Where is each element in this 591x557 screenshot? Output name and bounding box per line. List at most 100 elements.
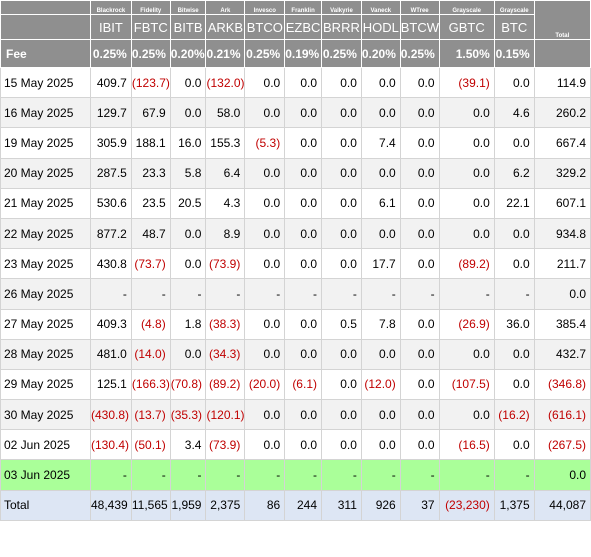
flow-cell: -: [360, 278, 401, 310]
row-date: 03 Jun 2025: [0, 459, 91, 491]
flow-cell: 0.0: [321, 66, 362, 99]
flow-cell: 4.3: [205, 187, 246, 219]
flow-cell: 0.0: [284, 127, 322, 159]
flow-cell: 36.0: [493, 308, 535, 340]
row-total: 934.8: [533, 217, 591, 250]
flow-cell: -: [89, 459, 132, 491]
flow-cell: (20.0): [244, 368, 286, 401]
issuer-name: WTree: [399, 0, 440, 15]
flow-cell: 0.0: [321, 368, 362, 401]
flow-cell: 0.0: [284, 399, 322, 431]
flow-cell: 0.0: [321, 338, 362, 370]
flow-cell: 0.0: [360, 338, 401, 370]
total-cell: 2,375: [205, 489, 246, 521]
fee-value: 0.20%: [169, 39, 207, 68]
flow-cell: 125.1: [89, 368, 132, 401]
flow-cell: 0.0: [169, 248, 207, 280]
row-total: 211.7: [533, 248, 591, 280]
issuer-name: Invesco: [244, 0, 286, 15]
flow-cell: -: [284, 459, 322, 491]
flow-cell: 5.8: [169, 157, 207, 189]
table-row: 15 May 2025 409.7 (123.7) 0.0 (132.0) 0.0 0.0 0…: [0, 66, 591, 99]
flow-cell: (16.5): [438, 429, 495, 461]
flow-cell: (73.9): [205, 429, 246, 461]
flow-cell: 409.7: [89, 66, 132, 99]
flow-cell: (14.0): [130, 338, 171, 370]
flow-cell: (120.1): [205, 399, 246, 431]
flow-cell: 67.9: [130, 97, 171, 129]
flow-cell: 0.0: [399, 368, 440, 401]
flow-cell: (34.3): [205, 338, 246, 370]
flow-cell: 0.0: [321, 157, 362, 189]
flow-cell: 0.0: [284, 217, 322, 250]
flow-cell: 0.5: [321, 308, 362, 340]
issuer-name: Franklin: [284, 0, 322, 15]
table-row: 27 May 2025 409.3 (4.8) 1.8 (38.3) 0.0 0.0 0.5 7…: [0, 308, 591, 340]
flow-cell: (4.8): [130, 308, 171, 340]
flow-cell: 23.3: [130, 157, 171, 189]
fee-value: 0.19%: [284, 39, 322, 68]
table-row: 02 Jun 2025 (130.4) (50.1) 3.4 (73.9) 0.0 0.0 0…: [0, 429, 591, 461]
flow-cell: 0.0: [399, 127, 440, 159]
flow-cell: (39.1): [438, 66, 495, 99]
flow-cell: 1.8: [169, 308, 207, 340]
flow-cell: 16.0: [169, 127, 207, 159]
total-cell: 926: [360, 489, 401, 521]
flow-cell: 0.0: [493, 338, 535, 370]
row-date: 26 May 2025: [0, 278, 91, 310]
row-date: 15 May 2025: [0, 66, 91, 99]
flow-cell: (73.9): [205, 248, 246, 280]
flow-cell: (13.7): [130, 399, 171, 431]
flow-cell: 0.0: [169, 338, 207, 370]
row-date: 29 May 2025: [0, 368, 91, 401]
table-row: 03 Jun 2025- - - - - - - - - - -0.0: [0, 459, 591, 491]
flow-cell: 0.0: [438, 157, 495, 189]
fee-value: 0.20%: [360, 39, 401, 68]
flow-cell: (5.3): [244, 127, 286, 159]
flow-cell: 58.0: [205, 97, 246, 129]
flow-cell: (132.0): [205, 66, 246, 99]
flow-cell: 287.5: [89, 157, 132, 189]
ticker-symbol: HODL: [360, 14, 401, 40]
table-row: 16 May 2025 129.7 67.9 0.0 58.0 0.0 0.0 0.0 0.0 0…: [0, 97, 591, 129]
row-date: 19 May 2025: [0, 127, 91, 159]
row-date: 22 May 2025: [0, 217, 91, 250]
flow-cell: (12.0): [360, 368, 401, 401]
flow-cell: -: [284, 278, 322, 310]
total-cell: 1,375: [493, 489, 535, 521]
fee-label: Fee: [0, 39, 91, 68]
total-cell: 48,439: [89, 489, 132, 521]
flow-cell: 155.3: [205, 127, 246, 159]
row-date: 23 May 2025: [0, 248, 91, 280]
total-cell: (23,230): [438, 489, 495, 521]
flow-cell: (16.2): [493, 399, 535, 431]
row-total: 0.0: [533, 278, 591, 310]
flow-cell: 3.4: [169, 429, 207, 461]
table-row: 28 May 2025 481.0 (14.0) 0.0 (34.3) 0.0 0.0 0.0…: [0, 338, 591, 370]
fee-row: Fee 0.25% 0.25% 0.20% 0.21% 0.25% 0.19% …: [0, 39, 591, 68]
flow-cell: -: [130, 278, 171, 310]
flow-cell: 0.0: [438, 338, 495, 370]
flow-cell: 0.0: [169, 97, 207, 129]
ticker-header-row: IBIT FBTC BITB ARKB BTCO EZBC BRRR HODL …: [0, 14, 591, 40]
flow-cell: 0.0: [438, 127, 495, 159]
flow-cell: 6.1: [360, 187, 401, 219]
table-row: 19 May 2025 305.9 188.1 16.0 155.3 (5.3) 0.0 0.…: [0, 127, 591, 159]
header-corner: [0, 0, 91, 15]
flow-cell: 0.0: [399, 429, 440, 461]
row-total: 385.4: [533, 308, 591, 340]
totals-row: Total 48,439 11,565 1,959 2,375 86 244 311 926 37…: [0, 489, 591, 521]
fee-value: 0.25%: [89, 39, 132, 68]
flow-cell: (89.2): [438, 248, 495, 280]
row-date: 28 May 2025: [0, 338, 91, 370]
totals-label: Total: [0, 489, 91, 521]
issuer-name: Grayscale: [438, 0, 495, 15]
flow-cell: -: [438, 459, 495, 491]
ticker-symbol: IBIT: [89, 14, 132, 40]
table-row: 26 May 2025- - - - - - - - - - -0.0: [0, 278, 591, 310]
issuer-name: Blackrock: [89, 0, 132, 15]
flow-cell: 0.0: [321, 429, 362, 461]
total-cell: 37: [399, 489, 440, 521]
total-cell: 1,959: [169, 489, 207, 521]
flow-cell: 0.0: [493, 248, 535, 280]
